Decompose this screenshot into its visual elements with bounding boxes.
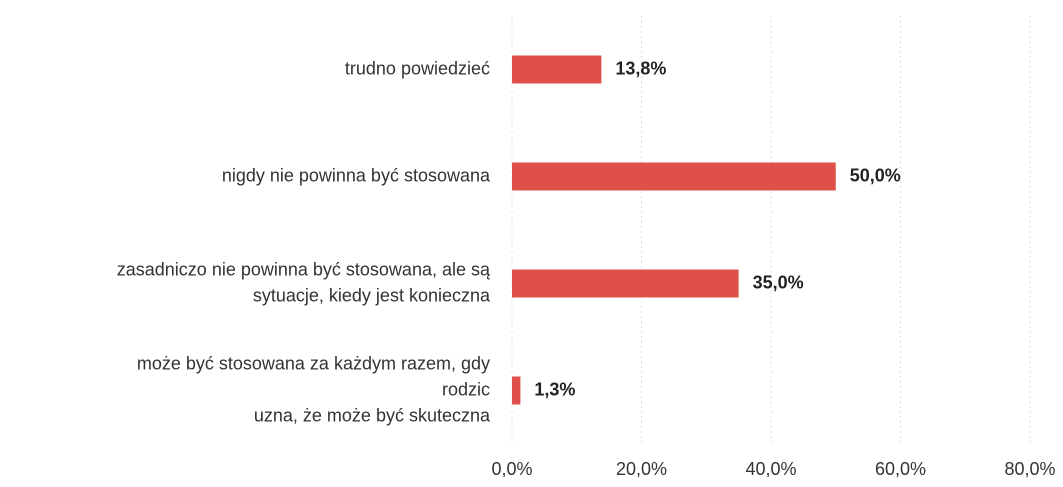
- x-tick-label: 80,0%: [1004, 459, 1055, 479]
- category-label-line: trudno powiedzieć: [345, 58, 490, 78]
- value-label: 50,0%: [850, 165, 901, 185]
- bar: [512, 376, 521, 405]
- category-label-line: nigdy nie powinna być stosowana: [222, 165, 491, 185]
- category-label-line: sytuacje, kiedy jest konieczna: [253, 285, 491, 305]
- x-tick-label: 0,0%: [491, 459, 532, 479]
- category-label-line: uzna, że może być skuteczna: [254, 405, 491, 425]
- bar: [512, 162, 836, 191]
- value-label: 35,0%: [753, 272, 804, 292]
- value-label: 1,3%: [534, 379, 575, 399]
- category-label: nigdy nie powinna być stosowana: [222, 165, 491, 185]
- category-label: może być stosowana za każdym razem, gdy r…: [137, 353, 491, 425]
- category-label-line: może być stosowana za każdym razem, gdy: [137, 353, 490, 373]
- x-tick-label: 60,0%: [875, 459, 926, 479]
- category-label: trudno powiedzieć: [345, 58, 490, 78]
- category-label: zasadniczo nie powinna być stosowana, al…: [117, 259, 491, 305]
- value-label: 13,8%: [615, 58, 666, 78]
- bar: [512, 55, 602, 84]
- bar: [512, 269, 739, 298]
- x-tick-label: 40,0%: [745, 459, 796, 479]
- category-label-line: zasadniczo nie powinna być stosowana, al…: [117, 259, 491, 279]
- x-tick-label: 20,0%: [616, 459, 667, 479]
- category-label-line: rodzic: [442, 379, 490, 399]
